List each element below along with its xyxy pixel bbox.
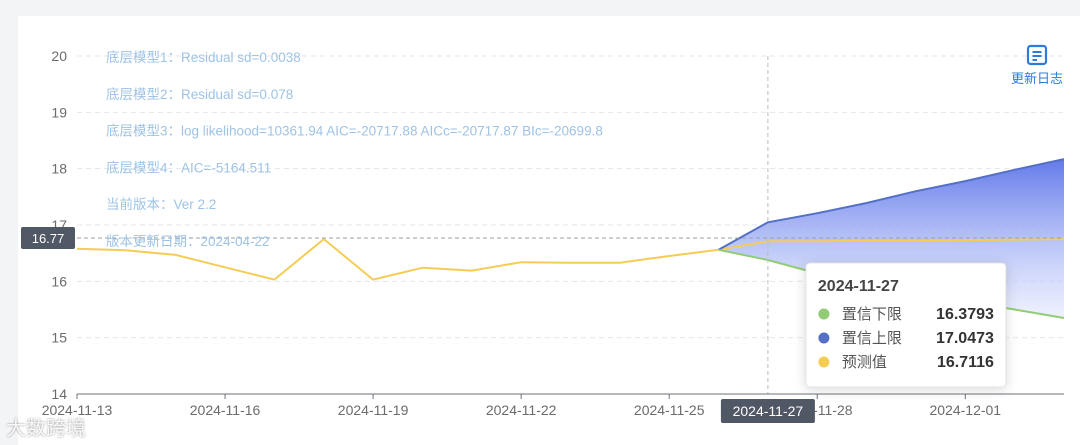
- watermark-text: 大数跨境: [6, 416, 86, 440]
- x-tick-label: 2024-11-16: [190, 402, 261, 418]
- tooltip-marker: [818, 308, 830, 320]
- crosshair-date-badge: [720, 399, 815, 423]
- model-annotation: 底层模型2：Residual sd=0.078: [106, 87, 293, 102]
- reference-value-label: 16.77: [32, 231, 65, 246]
- document-icon: [1026, 44, 1048, 66]
- model-annotation: 当前版本：Ver 2.2: [106, 196, 216, 212]
- model-annotation: 底层模型4：AIC=-5164.511: [106, 160, 271, 175]
- x-tick-label: 2024-11-22: [486, 402, 557, 418]
- y-tick-label: 18: [51, 161, 67, 177]
- tooltip-box: [805, 262, 1007, 388]
- x-tick-label: 2024-12-01: [929, 402, 1001, 418]
- tooltip-series-value: 16.3793: [936, 306, 994, 323]
- tooltip-series-name: 置信上限: [842, 330, 902, 347]
- y-tick-label: 20: [51, 48, 67, 64]
- crosshair-date-label: 2024-11-27: [733, 403, 804, 419]
- tooltip-series-name: 置信下限: [842, 306, 902, 323]
- tooltip-series-value: 16.7116: [937, 354, 994, 371]
- tooltip-series-name: 预测值: [842, 354, 887, 371]
- x-tick-label: 2024-11-25: [634, 402, 705, 418]
- model-annotation: 底层模型3：log likelihood=10361.94 AIC=-20717…: [106, 124, 603, 139]
- watermark-logo: 大数跨境: [6, 412, 86, 441]
- model-annotation: 底层模型1：Residual sd=0.0038: [106, 50, 301, 65]
- x-tick-label: 2024-11-19: [338, 402, 409, 418]
- tooltip-marker: [818, 332, 830, 344]
- update-log-label: 更新日志: [1010, 71, 1063, 86]
- y-tick-label: 16: [51, 273, 67, 289]
- model-annotation: 版本更新日期：2024-04-22: [106, 234, 270, 249]
- reference-value-badge: [21, 226, 75, 249]
- series-line-置信上限[interactable]: [718, 158, 1065, 251]
- chart-card: 20 19 18 17 16 15 14 2024-11-13 2024-11-16 2024-1…: [18, 16, 1080, 445]
- x-tick-label: 2024-11-13: [42, 402, 113, 418]
- y-tick-label: 14: [51, 386, 67, 402]
- y-tick-label: 19: [51, 104, 67, 120]
- tooltip-series-value: 17.0473: [936, 330, 994, 347]
- tooltip-marker: [818, 356, 830, 368]
- update-log-button[interactable]: 更新日志: [1006, 44, 1068, 87]
- y-tick-label: 15: [51, 330, 67, 346]
- tooltip-title: 2024-11-27: [818, 278, 899, 295]
